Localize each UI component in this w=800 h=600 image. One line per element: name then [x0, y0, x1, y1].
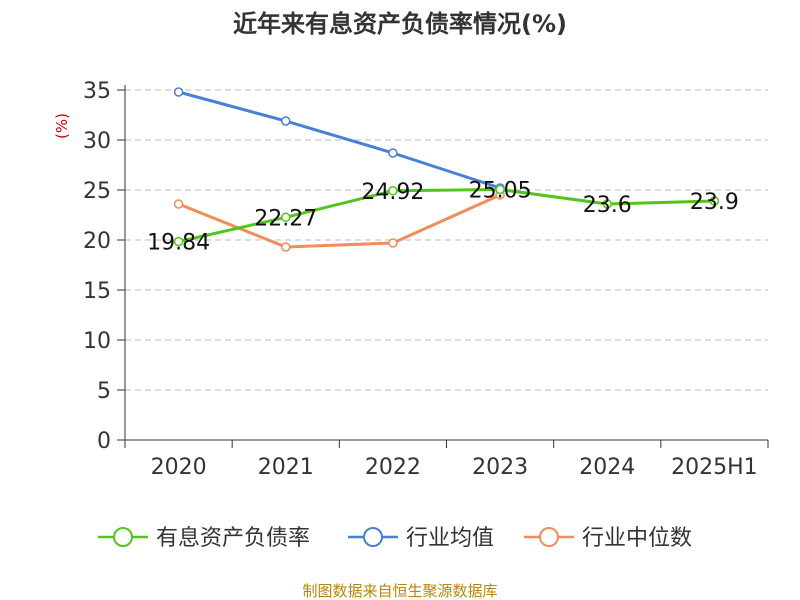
x-tick-label: 2024: [579, 455, 635, 480]
data-point: [495, 184, 505, 195]
series-group: [173, 87, 720, 252]
y-tick-label: 25: [83, 179, 111, 204]
data-label: 22.27: [254, 206, 317, 231]
legend-label: 行业中位数: [582, 526, 692, 551]
data-point: [281, 212, 291, 223]
data-point: [388, 238, 398, 248]
legend-label: 有息资产负债率: [156, 526, 310, 551]
legend-marker: [363, 527, 383, 547]
series-line: [178, 193, 501, 249]
x-tick-label: 2023: [472, 455, 528, 480]
data-labels: 19.84 22.27 24.92 25.05 23.6 23.9: [147, 179, 739, 256]
legend: 有息资产负债率 行业均值 行业中位数: [98, 526, 692, 551]
data-point: [602, 199, 612, 209]
data-point: [388, 186, 398, 196]
legend-marker: [113, 527, 133, 547]
data-point: [281, 242, 291, 252]
x-tick-label: 2022: [365, 455, 421, 480]
data-point: [281, 116, 291, 126]
data-label: 19.84: [147, 231, 210, 256]
data-point: [173, 87, 184, 97]
y-tick-label: 15: [83, 279, 111, 304]
y-tick-label: 0: [97, 429, 111, 454]
y-tick-label: 5: [97, 379, 111, 404]
data-point: [173, 199, 184, 209]
legend-marker: [539, 527, 559, 547]
x-tick-label: 2020: [151, 455, 207, 480]
axes: 0 5 10 15 20 25 30 35 2020 2021 2022 2023 2024 2025H1: [83, 79, 769, 480]
series-line: [178, 90, 501, 190]
data-point: [173, 236, 184, 247]
y-tick-label: 10: [83, 329, 111, 354]
legend-label: 行业均值: [406, 526, 494, 551]
y-tick-label: 30: [83, 129, 111, 154]
x-tick-label: 2021: [258, 455, 314, 480]
data-label: 23.6: [583, 193, 632, 218]
data-label: 23.9: [690, 190, 739, 215]
data-label: 25.05: [469, 179, 532, 204]
data-label: 24.92: [361, 180, 424, 205]
data-point: [709, 196, 720, 206]
source-note: 制图数据来自恒生聚源数据库: [302, 582, 497, 600]
grid-lines: [125, 89, 768, 391]
y-tick-label: 20: [83, 229, 111, 254]
y-tick-label: 35: [83, 79, 111, 104]
data-point: [388, 148, 398, 158]
chart-title: 近年来有息资产负债率情况(%): [233, 10, 567, 38]
x-tick-label: 2025H1: [671, 455, 758, 480]
series-line: [178, 188, 715, 244]
y-axis-label: (%): [53, 113, 71, 139]
